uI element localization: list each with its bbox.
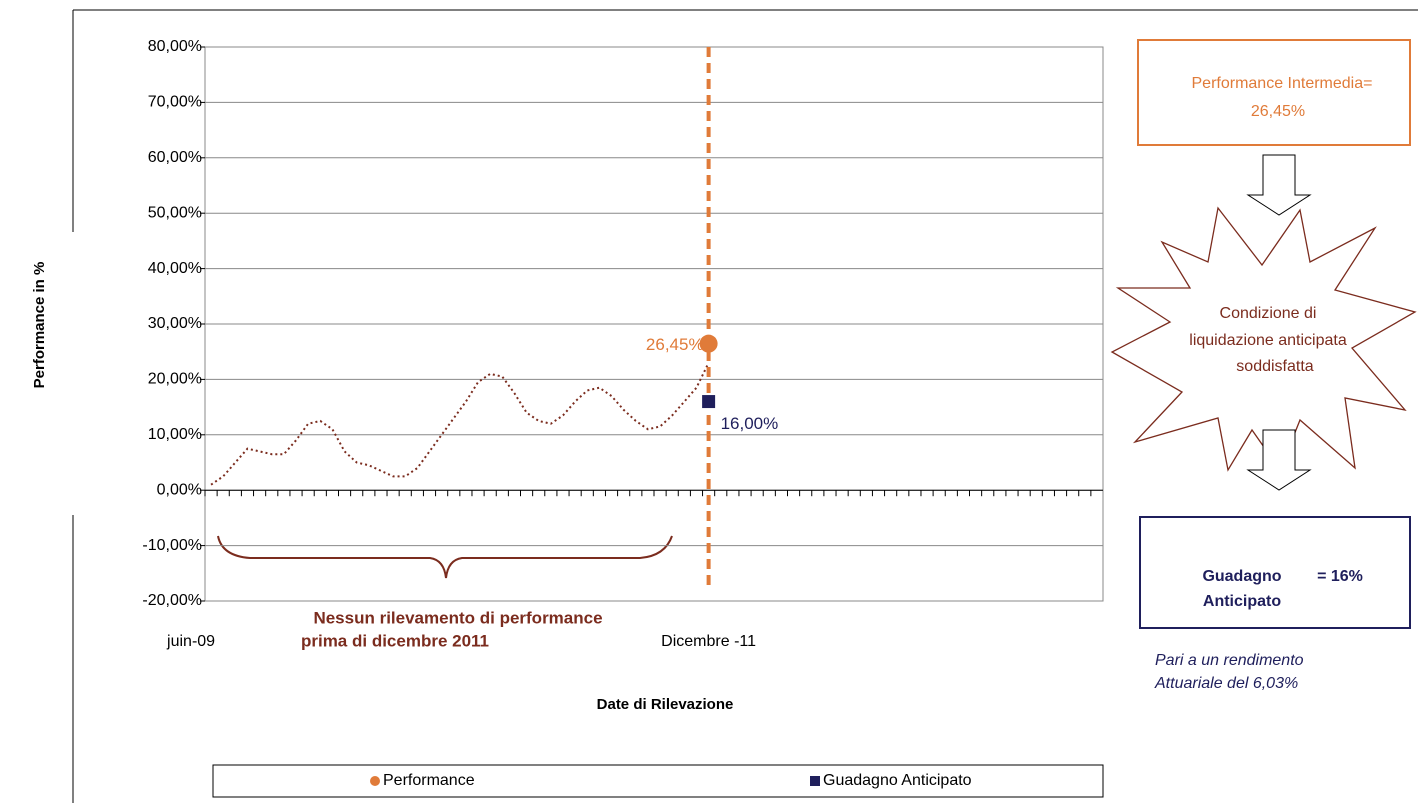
footnote: Pari a un rendimento xyxy=(1155,652,1304,669)
arrow-down xyxy=(1246,154,1312,216)
y-tick-label: 40,00% xyxy=(148,260,202,277)
star-text: soddisfatta xyxy=(1236,358,1313,375)
legend-label: Performance xyxy=(383,772,475,789)
y-tick-label: -10,00% xyxy=(142,537,202,554)
y-tick-label: 50,00% xyxy=(148,204,202,221)
box-bottom-label: Guadagno xyxy=(1202,568,1281,585)
point xyxy=(701,394,717,410)
y-tick-label: 60,00% xyxy=(148,149,202,166)
legend xyxy=(212,764,1104,798)
brace xyxy=(217,535,673,579)
line xyxy=(210,362,710,486)
arrow-down xyxy=(1246,429,1312,491)
box-top-text: Performance Intermedia= xyxy=(1192,75,1373,92)
y-tick-label: -20,00% xyxy=(142,592,202,609)
y-tick-label: 0,00% xyxy=(157,481,202,498)
note-line: Nessun rilevamento di performance xyxy=(313,608,602,627)
legend-label: Guadagno Anticipato xyxy=(823,772,972,789)
legend-marker xyxy=(370,776,380,786)
point xyxy=(699,334,718,353)
box-bottom-label: Anticipato xyxy=(1203,593,1281,610)
legend-marker xyxy=(810,776,820,786)
y-axis-title: Performance in % xyxy=(31,262,48,389)
data-label: 16,00% xyxy=(721,414,779,433)
box-top-text: 26,45% xyxy=(1251,103,1305,120)
star-text: Condizione di xyxy=(1220,305,1317,322)
x-axis-title: Date di Rilevazione xyxy=(597,696,734,713)
footnote: Attuariale del 6,03% xyxy=(1154,675,1298,692)
x-tick-label: Dicembre -11 xyxy=(661,633,756,650)
y-tick-label: 80,00% xyxy=(148,38,202,55)
box-top xyxy=(1137,39,1411,146)
y-tick-label: 70,00% xyxy=(148,94,202,111)
y-tick-label: 30,00% xyxy=(148,315,202,332)
box-bottom-value: = 16% xyxy=(1317,568,1363,585)
data-label: 26,45% xyxy=(646,335,704,354)
frame xyxy=(72,9,1418,803)
box-bottom xyxy=(1139,516,1411,629)
star-text: liquidazione anticipata xyxy=(1189,332,1347,349)
y-tick-label: 20,00% xyxy=(148,371,202,388)
y-tick-label: 10,00% xyxy=(148,426,202,443)
note-line: prima di dicembre 2011 xyxy=(301,631,489,650)
x-tick-label: juin-09 xyxy=(166,633,215,650)
